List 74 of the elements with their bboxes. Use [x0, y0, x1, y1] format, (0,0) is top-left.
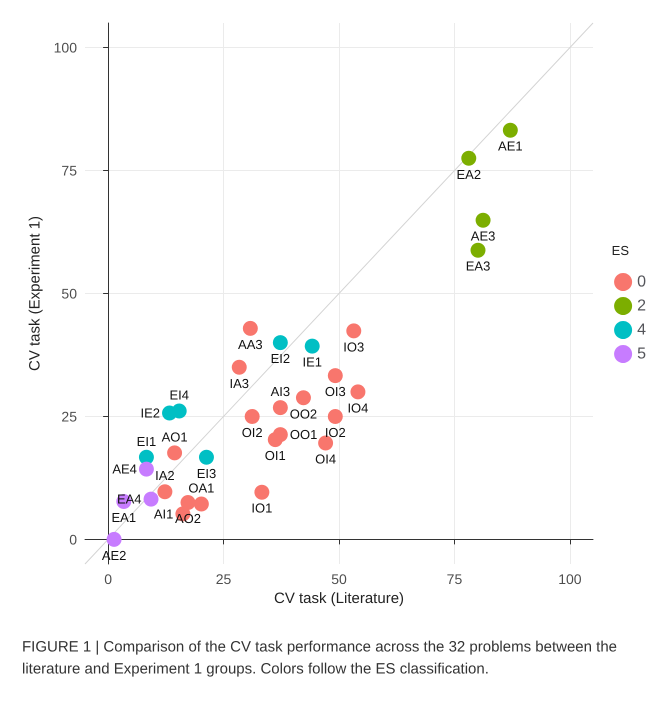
- data-label: EI1: [136, 434, 156, 449]
- y-axis-title: CV task (Experiment 1): [26, 216, 44, 372]
- point: [172, 404, 187, 419]
- data-label: OI3: [324, 384, 346, 400]
- point: [318, 436, 334, 451]
- data-label: IE1: [302, 354, 322, 370]
- y-tick-label: 50: [61, 286, 78, 302]
- point: [157, 484, 172, 500]
- point: [502, 122, 518, 138]
- data-label: EI4: [169, 388, 189, 403]
- data-label: EA1: [112, 510, 136, 526]
- legend-title: ES: [612, 243, 630, 258]
- data-label: EA2: [456, 166, 482, 182]
- legend-label: 4: [637, 322, 646, 338]
- point: [350, 384, 366, 400]
- data-label: OI4: [315, 452, 336, 467]
- y-tick-label: 0: [69, 531, 78, 548]
- x-tick-label: 50: [331, 571, 347, 587]
- point: [194, 496, 209, 512]
- point: [254, 484, 270, 500]
- x-tick-label: 0: [104, 571, 112, 587]
- data-label: IA3: [229, 376, 250, 391]
- point: [242, 320, 258, 336]
- point: [470, 242, 486, 258]
- point: [346, 323, 362, 338]
- x-axis-title: CV task (Literature): [274, 590, 404, 607]
- data-label: AA3: [238, 336, 263, 352]
- caption: FIGURE 1 | Comparison of the CV task performance across the 32 problems between the literature and Experiment 1 groups. Colors follow the ES classification.: [22, 638, 622, 678]
- point: [476, 212, 491, 228]
- point: [272, 335, 288, 350]
- data-label: EI2: [270, 351, 290, 366]
- data-label: IO1: [251, 500, 272, 516]
- y-tick-label: 75: [61, 162, 78, 179]
- data-label: AE3: [470, 228, 496, 244]
- legend-label: 0: [637, 274, 646, 290]
- point: [328, 368, 343, 384]
- data-label: OO1: [290, 427, 318, 442]
- legend-label: 5: [637, 346, 646, 362]
- point: [268, 432, 283, 448]
- data-label: AO2: [174, 511, 201, 526]
- data-label: OO2: [290, 406, 318, 422]
- data-label: OA1: [188, 480, 214, 496]
- data-label: AO1: [162, 429, 188, 444]
- x-tick-label: 75: [446, 571, 462, 587]
- x-tick-label: 100: [558, 571, 582, 587]
- x-tick-label: 25: [216, 571, 232, 587]
- data-label: EI3: [196, 466, 216, 481]
- data-label: IE2: [140, 406, 160, 421]
- data-label: IO4: [347, 400, 368, 416]
- point: [328, 408, 343, 424]
- data-label: AI3: [270, 384, 290, 400]
- point: [272, 400, 288, 416]
- data-label: OI2: [242, 424, 263, 440]
- y-tick-label: 25: [61, 408, 78, 424]
- point: [167, 445, 182, 460]
- point: [244, 408, 260, 424]
- data-label: IO3: [343, 339, 364, 354]
- point: [106, 532, 122, 547]
- point: [198, 450, 214, 465]
- data-label: AI1: [154, 506, 174, 522]
- data-label: AE4: [112, 462, 137, 477]
- point: [461, 150, 476, 166]
- data-label: OI1: [264, 448, 286, 464]
- point: [144, 492, 159, 507]
- point: [304, 338, 320, 354]
- point: [232, 360, 247, 375]
- data-label: IA2: [155, 468, 175, 484]
- point: [296, 390, 311, 406]
- data-label: IO2: [324, 424, 346, 440]
- y-tick-label: 100: [54, 40, 78, 56]
- data-label: EA3: [466, 258, 490, 274]
- point: [138, 462, 154, 477]
- legend-label: 2: [637, 298, 646, 314]
- data-label: AE1: [498, 138, 523, 154]
